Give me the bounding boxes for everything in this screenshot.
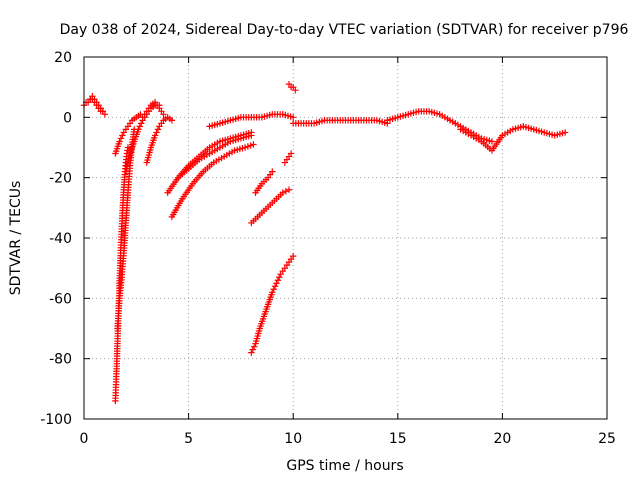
series-arc-9 bbox=[206, 111, 297, 130]
series-arc-14 bbox=[285, 80, 299, 94]
data-point bbox=[273, 280, 280, 287]
data-point bbox=[250, 343, 258, 350]
x-tick-label: 20 bbox=[493, 431, 511, 447]
x-tick-label: 15 bbox=[389, 431, 407, 447]
data-point bbox=[154, 126, 162, 133]
series-arc-16 bbox=[384, 108, 496, 145]
data-point bbox=[116, 138, 123, 145]
y-tick-label: -40 bbox=[49, 231, 72, 247]
x-tick-label: 5 bbox=[184, 431, 193, 447]
series-arc-11 bbox=[248, 186, 293, 227]
data-point bbox=[269, 289, 276, 296]
series-arc-7 bbox=[168, 141, 257, 221]
data-point bbox=[160, 111, 167, 118]
data-point bbox=[285, 186, 293, 193]
chart-title: Day 038 of 2024, Sidereal Day-to-day VTE… bbox=[60, 22, 629, 38]
data-point bbox=[244, 143, 252, 150]
data-point bbox=[292, 86, 299, 94]
data-point bbox=[137, 120, 145, 127]
series-arc-15 bbox=[290, 117, 391, 127]
x-tick-label: 0 bbox=[80, 431, 89, 447]
y-axis-label: SDTVAR / TECUs bbox=[8, 181, 24, 296]
data-point bbox=[99, 108, 107, 115]
y-tick-label: -20 bbox=[49, 171, 72, 187]
series-arc-3 bbox=[122, 102, 163, 175]
data-point bbox=[488, 138, 496, 145]
data-point bbox=[119, 132, 126, 139]
data-point bbox=[561, 129, 569, 136]
series-arc-5 bbox=[143, 114, 176, 166]
data-point bbox=[274, 277, 282, 284]
series-arc-12 bbox=[252, 168, 276, 196]
data-point bbox=[248, 349, 255, 356]
series-arc-17 bbox=[457, 123, 569, 154]
series-arc-4 bbox=[139, 99, 167, 121]
y-tick-label: -100 bbox=[40, 412, 72, 428]
data-point bbox=[153, 129, 160, 136]
data-point bbox=[279, 189, 286, 196]
y-tick-label: 20 bbox=[54, 50, 72, 66]
y-tick-label: -80 bbox=[49, 352, 72, 368]
data-point bbox=[248, 132, 255, 139]
series-arc-8 bbox=[174, 132, 255, 181]
x-axis-label: GPS time / hours bbox=[286, 458, 403, 474]
data-point bbox=[135, 126, 142, 133]
data-point bbox=[271, 283, 279, 290]
y-tick-label: 0 bbox=[63, 110, 72, 126]
y-tick-label: -60 bbox=[49, 291, 72, 307]
data-point bbox=[276, 274, 283, 281]
series-arc-2 bbox=[112, 111, 144, 157]
data-point bbox=[269, 168, 276, 175]
data-point bbox=[249, 346, 256, 353]
data-point bbox=[151, 132, 159, 139]
data-point bbox=[290, 114, 297, 121]
series-arc-small-1 bbox=[87, 93, 107, 115]
data-point bbox=[270, 286, 277, 293]
series-arc-13 bbox=[281, 150, 295, 166]
x-tick-label: 25 bbox=[598, 431, 616, 447]
series-arc-10 bbox=[248, 252, 297, 356]
x-tick-label: 10 bbox=[284, 431, 302, 447]
data-points bbox=[80, 80, 569, 405]
data-point bbox=[117, 135, 125, 142]
data-point bbox=[241, 144, 249, 151]
data-point bbox=[168, 117, 176, 124]
data-point bbox=[287, 150, 295, 157]
data-point bbox=[290, 252, 297, 260]
plot-frame bbox=[83, 56, 608, 420]
data-point bbox=[136, 123, 143, 130]
data-point bbox=[250, 141, 257, 148]
data-point bbox=[282, 188, 290, 195]
data-point bbox=[247, 142, 254, 149]
